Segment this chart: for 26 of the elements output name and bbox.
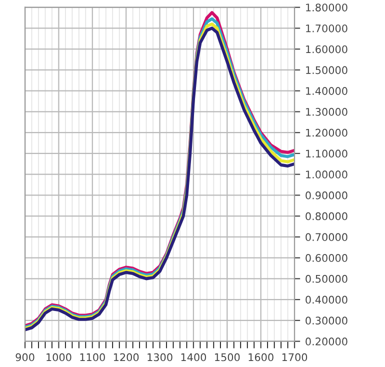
x-tick-label: 1000	[46, 353, 72, 362]
x-tick-label: 1600	[248, 353, 274, 362]
x-tick-label: 1300	[148, 353, 172, 362]
y-tick-label: 0.50000	[306, 274, 348, 283]
y-tick-label: 1.00000	[306, 170, 348, 178]
y-tick-label: 0.80000	[306, 212, 348, 220]
x-tick-label: 1500	[215, 353, 240, 362]
y-tick-label: 1.50000	[306, 66, 348, 74]
y-tick-label: 1.10000	[306, 150, 348, 158]
y-tick-label: 0.40000	[306, 296, 348, 304]
y-tick-label: 1.60000	[306, 45, 348, 54]
x-tick-label: 1200	[114, 353, 139, 362]
y-tick-label: 1.80000	[306, 4, 348, 12]
y-tick-label: 0.20000	[306, 338, 348, 346]
x-tick-label: 1100	[80, 353, 105, 362]
x-tick-label: 900	[16, 353, 34, 362]
y-tick-label: 1.30000	[306, 108, 348, 116]
y-tick-label: 0.30000	[306, 316, 348, 325]
y-tick-label: 0.70000	[306, 233, 348, 242]
x-tick-label: 1700	[282, 353, 308, 362]
y-tick-label: 0.60000	[306, 254, 348, 262]
y-tick-label: 1.40000	[306, 87, 348, 95]
y-tick-label: 1.20000	[306, 128, 348, 137]
y-tick-label: 1.70000	[306, 24, 348, 32]
y-tick-label: 0.90000	[306, 191, 348, 200]
x-tick-label: 1400	[181, 353, 206, 362]
